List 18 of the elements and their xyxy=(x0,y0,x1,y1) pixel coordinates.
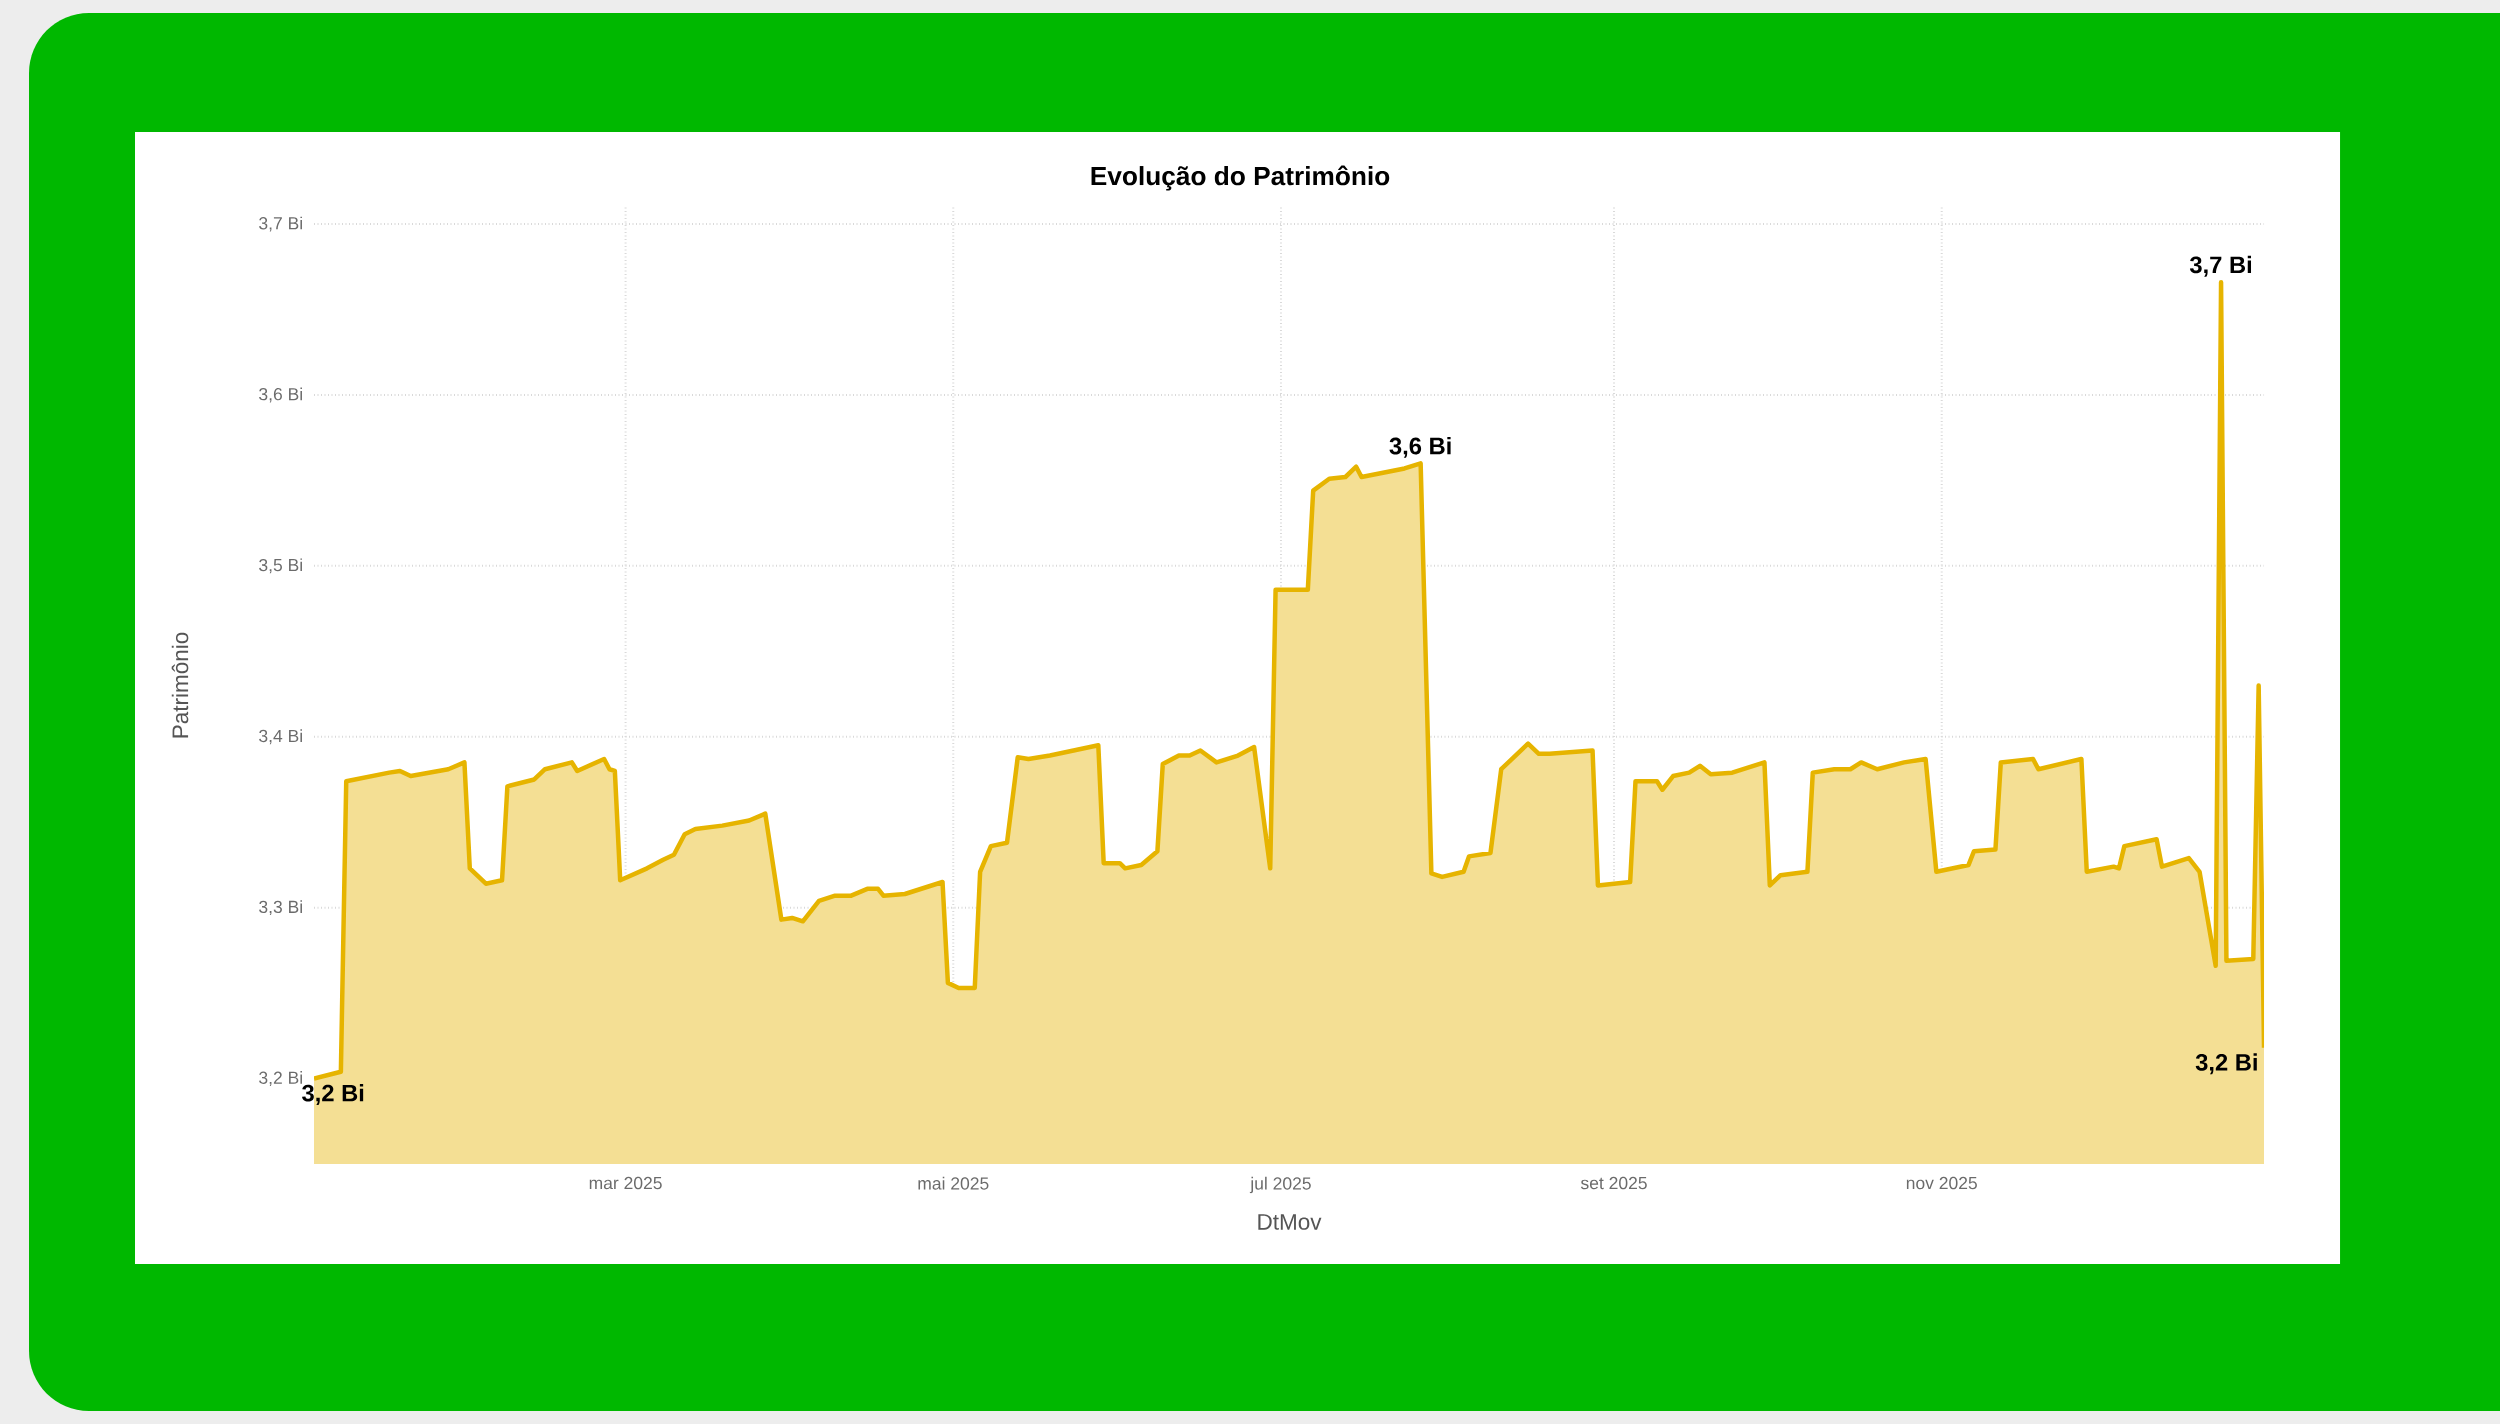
annotation: 3,2 Bi xyxy=(302,1084,364,1105)
x-tick-label: jul 2025 xyxy=(1249,1176,1311,1194)
x-tick-label: set 2025 xyxy=(1580,1176,1647,1190)
y-tick-label: 3,2 Bi xyxy=(259,1071,302,1087)
y-tick-label: 3,3 Bi xyxy=(259,900,302,916)
y-tick-label: 3,6 Bi xyxy=(259,387,302,403)
x-tick-label: mar 2025 xyxy=(589,1176,662,1190)
y-axis-title: Patrimônio xyxy=(171,632,189,738)
annotation: 3,6 Bi xyxy=(1389,436,1451,458)
annotation: 3,2 Bi xyxy=(2195,1053,2257,1075)
x-tick-label: nov 2025 xyxy=(1906,1176,1977,1190)
y-tick-label: 3,4 Bi xyxy=(259,729,302,745)
x-axis-title: DtMov xyxy=(1258,1214,1322,1230)
y-tick-label: 3,7 Bi xyxy=(259,216,302,232)
chart-title: Evolução do Patrimônio xyxy=(1091,165,1390,191)
annotation: 3,7 Bi xyxy=(2189,255,2252,277)
y-tick-label: 3,5 Bi xyxy=(259,558,302,574)
x-tick-label: mai 2025 xyxy=(918,1176,989,1190)
